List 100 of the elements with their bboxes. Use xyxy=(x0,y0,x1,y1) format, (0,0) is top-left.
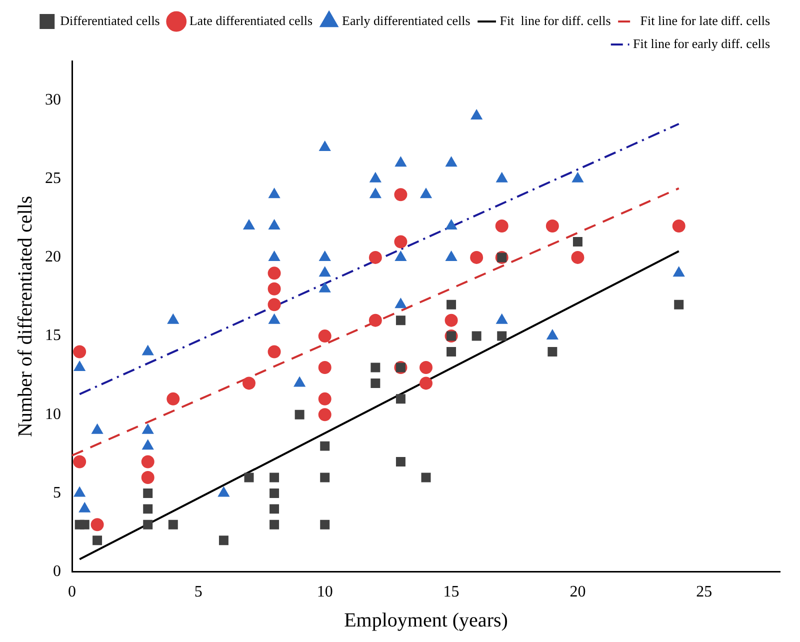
point xyxy=(571,250,584,264)
point xyxy=(166,392,180,406)
point xyxy=(142,424,154,434)
y-tick-label: 30 xyxy=(45,91,61,108)
point xyxy=(370,378,380,388)
y-tick-label: 20 xyxy=(45,248,61,266)
point xyxy=(446,250,457,261)
point xyxy=(672,220,686,233)
point xyxy=(420,360,432,374)
y-tick-label: 15 xyxy=(45,327,61,344)
point xyxy=(421,472,431,482)
point xyxy=(394,188,408,202)
point xyxy=(319,266,331,277)
legend-label: Early differentiated cells xyxy=(342,12,470,28)
legend-label: Fit line for diff. cells xyxy=(500,12,611,28)
point xyxy=(142,345,154,356)
point xyxy=(318,330,332,343)
point xyxy=(318,360,332,374)
x-tick-label: 25 xyxy=(696,584,712,601)
point xyxy=(268,345,281,358)
point xyxy=(141,471,154,484)
point xyxy=(143,504,153,514)
point xyxy=(80,520,90,530)
point xyxy=(73,455,86,468)
legend-label: Fit line for early diff. cells xyxy=(633,36,770,51)
point xyxy=(396,394,406,404)
legend-label: Fit line for late diff. cells xyxy=(640,12,770,28)
point xyxy=(74,360,86,371)
y-tick-label: 25 xyxy=(45,170,61,188)
point xyxy=(73,345,86,358)
point xyxy=(320,441,330,451)
point xyxy=(90,518,104,532)
y-tick-label: 10 xyxy=(45,406,61,423)
y-axis-title: Number of differentiated cells xyxy=(14,196,36,437)
point xyxy=(495,220,508,233)
x-tick-label: 20 xyxy=(570,584,586,601)
point xyxy=(268,220,280,230)
point xyxy=(674,300,684,310)
point xyxy=(167,314,179,324)
point xyxy=(268,266,281,280)
point xyxy=(270,488,280,498)
point xyxy=(496,314,508,324)
x-tick-label: 10 xyxy=(316,584,333,601)
point xyxy=(572,237,582,246)
x-tick-label: 15 xyxy=(443,584,460,601)
point xyxy=(470,250,484,264)
point xyxy=(268,298,281,312)
legend-label: Differentiated cells xyxy=(60,12,160,28)
point xyxy=(396,316,406,326)
point xyxy=(270,504,280,514)
point xyxy=(218,536,228,546)
point xyxy=(268,282,281,296)
point xyxy=(243,220,255,230)
point xyxy=(319,250,331,261)
point xyxy=(268,188,280,198)
point xyxy=(92,424,103,434)
point xyxy=(244,472,254,482)
point xyxy=(472,331,482,341)
point xyxy=(368,314,382,327)
point xyxy=(294,410,304,420)
point xyxy=(319,282,331,292)
point xyxy=(74,486,86,497)
point xyxy=(268,314,280,324)
point xyxy=(446,300,456,310)
point xyxy=(396,457,406,467)
point xyxy=(270,472,280,482)
point xyxy=(420,188,432,198)
point xyxy=(143,488,153,498)
legend-label: Late differentiated cells xyxy=(189,12,313,28)
point xyxy=(496,172,508,182)
point xyxy=(370,362,380,372)
point xyxy=(446,347,456,357)
point xyxy=(548,347,558,357)
point xyxy=(673,266,685,277)
point xyxy=(318,408,332,422)
point xyxy=(395,298,406,308)
point xyxy=(420,376,432,390)
point xyxy=(320,472,330,482)
point xyxy=(368,250,382,264)
point xyxy=(444,314,458,327)
point xyxy=(446,156,457,167)
point xyxy=(319,140,331,151)
point xyxy=(470,110,482,120)
x-tick-label: 5 xyxy=(194,584,202,601)
point xyxy=(446,220,457,230)
point xyxy=(395,156,406,167)
point xyxy=(142,440,154,450)
point xyxy=(294,376,306,387)
point xyxy=(546,220,559,233)
y-tick-label: 5 xyxy=(53,484,61,502)
point xyxy=(394,235,408,248)
point xyxy=(268,250,280,261)
point xyxy=(218,486,230,497)
point xyxy=(572,172,584,182)
point xyxy=(370,172,382,182)
point xyxy=(318,392,332,406)
point xyxy=(143,520,153,530)
point xyxy=(141,455,154,468)
point xyxy=(320,520,330,530)
point xyxy=(546,330,558,340)
